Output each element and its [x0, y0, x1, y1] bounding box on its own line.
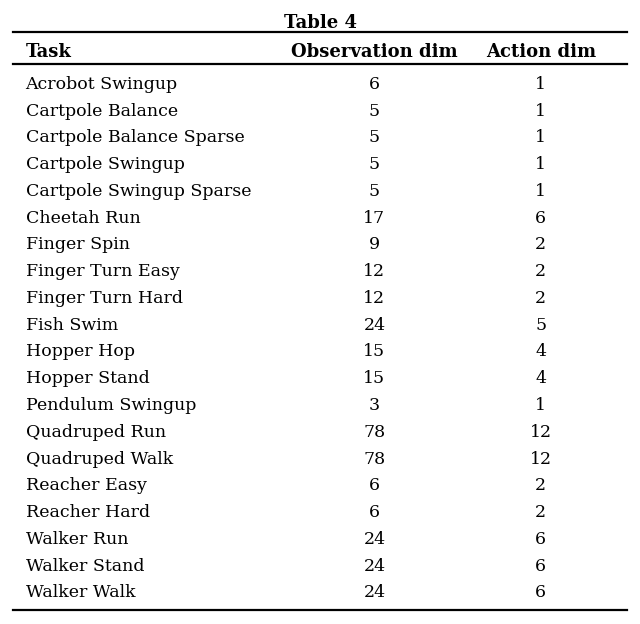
Text: 2: 2 — [535, 236, 547, 253]
Text: Action dim: Action dim — [486, 44, 596, 61]
Text: 5: 5 — [369, 183, 380, 200]
Text: 78: 78 — [364, 424, 385, 441]
Text: Cheetah Run: Cheetah Run — [26, 210, 140, 227]
Text: 6: 6 — [535, 531, 547, 548]
Text: 9: 9 — [369, 236, 380, 253]
Text: 2: 2 — [535, 477, 547, 494]
Text: Cartpole Balance: Cartpole Balance — [26, 102, 178, 120]
Text: 6: 6 — [535, 558, 547, 575]
Text: Finger Turn Easy: Finger Turn Easy — [26, 263, 179, 280]
Text: 24: 24 — [364, 316, 385, 334]
Text: 78: 78 — [364, 451, 385, 467]
Text: 12: 12 — [530, 424, 552, 441]
Text: 24: 24 — [364, 531, 385, 548]
Text: Pendulum Swingup: Pendulum Swingup — [26, 397, 196, 414]
Text: Hopper Hop: Hopper Hop — [26, 343, 134, 361]
Text: 15: 15 — [364, 370, 385, 388]
Text: 4: 4 — [535, 343, 547, 361]
Text: 12: 12 — [364, 290, 385, 307]
Text: 5: 5 — [369, 129, 380, 146]
Text: 24: 24 — [364, 558, 385, 575]
Text: 6: 6 — [369, 76, 380, 93]
Text: 12: 12 — [364, 263, 385, 280]
Text: Cartpole Swingup Sparse: Cartpole Swingup Sparse — [26, 183, 251, 200]
Text: 6: 6 — [535, 210, 547, 227]
Text: Quadruped Run: Quadruped Run — [26, 424, 166, 441]
Text: Walker Stand: Walker Stand — [26, 558, 144, 575]
Text: 24: 24 — [364, 584, 385, 602]
Text: Reacher Easy: Reacher Easy — [26, 477, 147, 494]
Text: Cartpole Swingup: Cartpole Swingup — [26, 156, 184, 173]
Text: 4: 4 — [535, 370, 547, 388]
Text: Finger Spin: Finger Spin — [26, 236, 129, 253]
Text: Finger Turn Hard: Finger Turn Hard — [26, 290, 182, 307]
Text: Quadruped Walk: Quadruped Walk — [26, 451, 173, 467]
Text: 1: 1 — [535, 129, 547, 146]
Text: 1: 1 — [535, 76, 547, 93]
Text: 1: 1 — [535, 183, 547, 200]
Text: 1: 1 — [535, 156, 547, 173]
Text: 6: 6 — [535, 584, 547, 602]
Text: Task: Task — [26, 44, 72, 61]
Text: Hopper Stand: Hopper Stand — [26, 370, 149, 388]
Text: Walker Run: Walker Run — [26, 531, 128, 548]
Text: 2: 2 — [535, 504, 547, 521]
Text: 6: 6 — [369, 504, 380, 521]
Text: 1: 1 — [535, 397, 547, 414]
Text: 5: 5 — [369, 102, 380, 120]
Text: Walker Walk: Walker Walk — [26, 584, 135, 602]
Text: 6: 6 — [369, 477, 380, 494]
Text: 5: 5 — [369, 156, 380, 173]
Text: Acrobot Swingup: Acrobot Swingup — [26, 76, 178, 93]
Text: 5: 5 — [535, 316, 547, 334]
Text: 3: 3 — [369, 397, 380, 414]
Text: Cartpole Balance Sparse: Cartpole Balance Sparse — [26, 129, 244, 146]
Text: 2: 2 — [535, 290, 547, 307]
Text: 17: 17 — [364, 210, 385, 227]
Text: 1: 1 — [535, 102, 547, 120]
Text: Observation dim: Observation dim — [291, 44, 458, 61]
Text: Table 4: Table 4 — [284, 14, 356, 32]
Text: 12: 12 — [530, 451, 552, 467]
Text: 2: 2 — [535, 263, 547, 280]
Text: Fish Swim: Fish Swim — [26, 316, 118, 334]
Text: Reacher Hard: Reacher Hard — [26, 504, 150, 521]
Text: 15: 15 — [364, 343, 385, 361]
